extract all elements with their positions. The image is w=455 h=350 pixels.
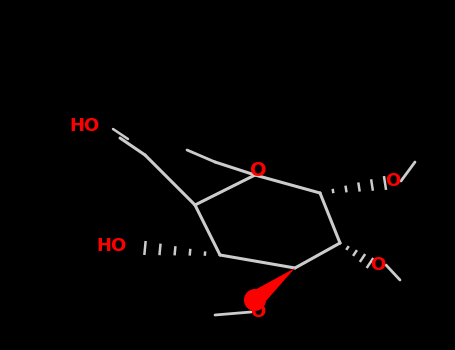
Text: O: O <box>385 172 400 190</box>
Text: O: O <box>370 256 386 274</box>
Text: O: O <box>250 303 266 321</box>
Text: HO: HO <box>70 117 100 135</box>
Polygon shape <box>249 268 295 307</box>
Text: HO: HO <box>97 237 127 255</box>
Circle shape <box>244 289 266 311</box>
Text: O: O <box>250 161 266 180</box>
